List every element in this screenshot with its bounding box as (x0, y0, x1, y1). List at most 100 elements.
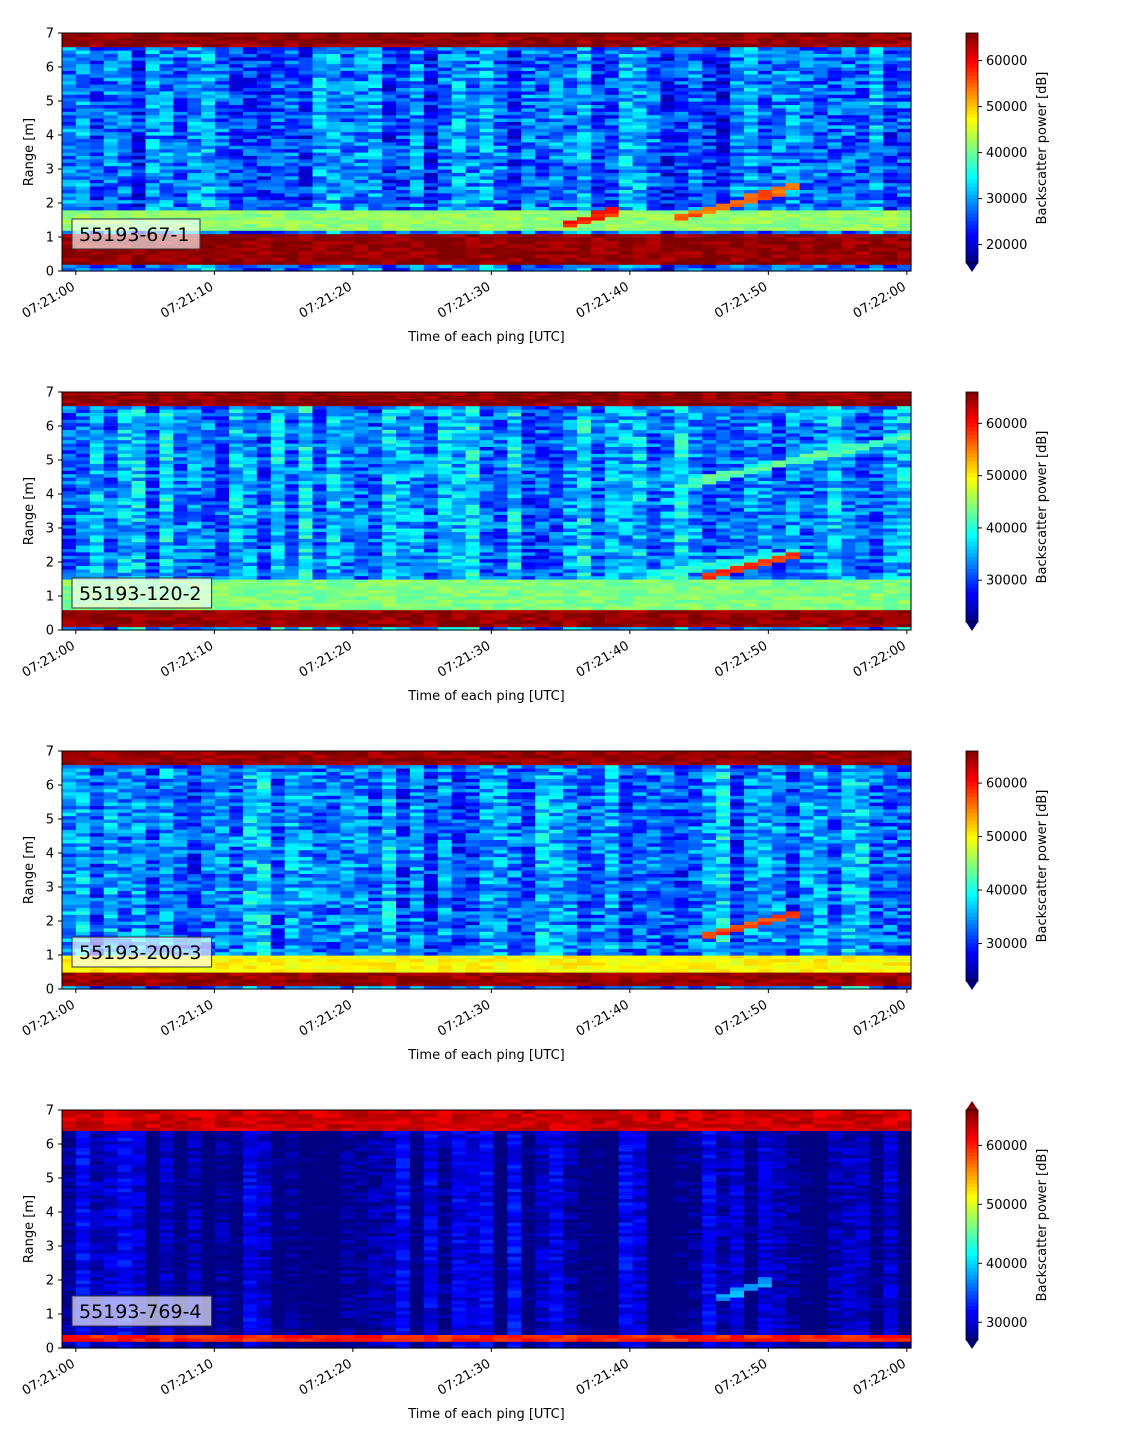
heatmap-cell (76, 132, 91, 136)
heatmap-cell (827, 176, 842, 180)
heatmap-cell (118, 33, 133, 37)
heatmap-cell (549, 149, 564, 153)
heatmap-cell (563, 142, 578, 146)
heatmap-cell (410, 244, 425, 248)
heatmap-cell (619, 251, 634, 255)
heatmap-cell (800, 149, 815, 153)
heatmap-cell (243, 244, 258, 248)
heatmap-cell (591, 200, 606, 204)
heatmap-cell (647, 210, 662, 214)
heatmap-cell (368, 210, 383, 214)
colorbar-segment (966, 52, 978, 56)
heatmap-cell (146, 183, 161, 187)
heatmap-cell (688, 183, 703, 187)
heatmap-cell (493, 217, 508, 221)
heatmap-cell (758, 227, 773, 231)
heatmap-cell (313, 132, 328, 136)
heatmap-cell (897, 183, 912, 187)
colorbar-segment (966, 232, 978, 236)
heatmap-cell (786, 200, 801, 204)
heatmap-cell (800, 244, 815, 248)
heatmap-cell (605, 264, 620, 268)
heatmap-cell (619, 176, 634, 180)
heatmap-cell (730, 227, 745, 231)
heatmap-cell (521, 264, 536, 268)
heatmap-cell (229, 264, 244, 268)
heatmap-cell (744, 264, 759, 268)
heatmap-cell (146, 487, 161, 491)
heatmap-cell (118, 132, 133, 136)
heatmap-cell (285, 176, 300, 180)
heatmap-cell (396, 210, 411, 214)
heatmap-cell (730, 251, 745, 255)
heatmap-cell (257, 176, 272, 180)
heatmap-cell (146, 453, 161, 457)
heatmap-cell (730, 264, 745, 268)
heatmap-cell (326, 142, 341, 146)
heatmap-cell (368, 217, 383, 221)
heatmap-cell (187, 142, 202, 146)
heatmap-cell (368, 193, 383, 197)
heatmap-cell (173, 33, 188, 37)
colorbar-segment (966, 152, 978, 156)
heatmap-cell (118, 200, 133, 204)
heatmap-cell (76, 392, 91, 396)
heatmap-cell (466, 217, 481, 221)
heatmap-cell (173, 251, 188, 255)
heatmap-cell (90, 264, 105, 268)
heatmap-cell (285, 159, 300, 163)
heatmap-cell (688, 142, 703, 146)
colorbar-segment (966, 194, 978, 198)
heatmap-cell (591, 33, 606, 37)
colorbar-segment (966, 94, 978, 98)
heatmap-cell (173, 149, 188, 153)
heatmap-cell (716, 166, 731, 170)
heatmap-cell (674, 200, 689, 204)
heatmap-cell (507, 176, 522, 180)
heatmap-cell (368, 176, 383, 180)
heatmap-cell (466, 183, 481, 187)
heatmap-cell (187, 264, 202, 268)
heatmap-cell (285, 227, 300, 231)
heatmap-cell (396, 183, 411, 187)
heatmap-cell (438, 217, 453, 221)
heatmap-cell (159, 183, 174, 187)
heatmap-cell (772, 176, 787, 180)
heatmap-cell (855, 159, 870, 163)
heatmap-cell (897, 210, 912, 214)
heatmap-cell (340, 200, 355, 204)
heatmap-cell (424, 217, 439, 221)
heatmap-cell (855, 176, 870, 180)
heatmap-cell (76, 470, 91, 474)
heatmap-cell (619, 149, 634, 153)
heatmap-cell (326, 200, 341, 204)
heatmap-cell (257, 166, 272, 170)
heatmap-cell (591, 149, 606, 153)
heatmap-cell (841, 142, 856, 146)
heatmap-cell (313, 200, 328, 204)
heatmap-cell (271, 33, 286, 37)
heatmap-cell (313, 244, 328, 248)
heatmap-cell (271, 227, 286, 231)
heatmap-cell (243, 193, 258, 197)
heatmap-cell (730, 193, 745, 197)
heatmap-cell (62, 453, 77, 457)
heatmap-cell (814, 142, 829, 146)
heatmap-cell (368, 244, 383, 248)
heatmap-cell (493, 234, 508, 238)
colorbar-segment (966, 198, 978, 202)
heatmap-cell (90, 159, 105, 163)
heatmap-cell (382, 142, 397, 146)
heatmap-cell (257, 149, 272, 153)
heatmap-cell (507, 244, 522, 248)
heatmap-cell (688, 193, 703, 197)
heatmap-cell (786, 142, 801, 146)
heatmap-cell (493, 176, 508, 180)
heatmap-cell (299, 234, 314, 238)
heatmap-cell (132, 419, 147, 423)
heatmap-cell (814, 149, 829, 153)
heatmap-cell (480, 193, 495, 197)
heatmap-cell (702, 217, 717, 221)
heatmap-cell (883, 217, 898, 221)
